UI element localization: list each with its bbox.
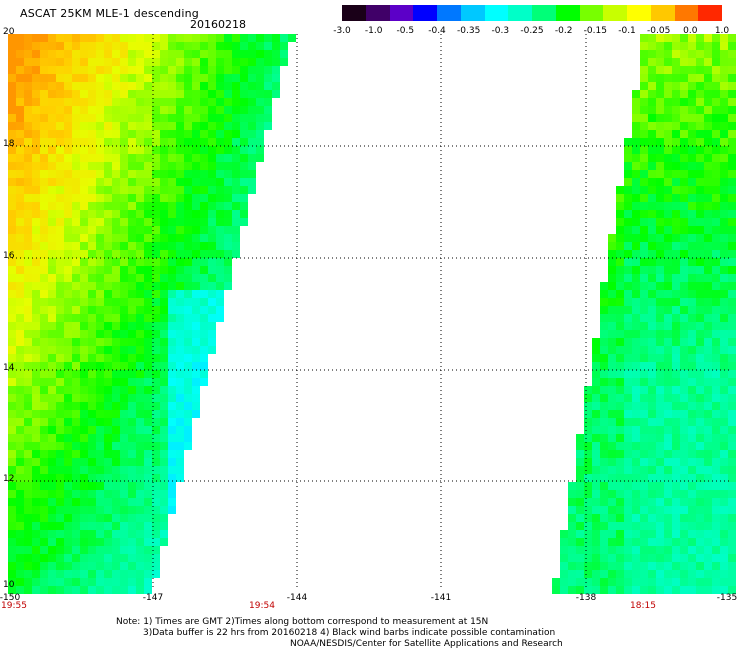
colorbar-segment <box>579 5 604 21</box>
colorbar-segment <box>365 5 390 21</box>
time-label-left: 19:55 <box>1 601 27 611</box>
colorbar <box>342 5 722 21</box>
colorbar-label: -1.0 <box>364 26 383 36</box>
colorbar-label: -3.0 <box>333 26 351 36</box>
y-tick-12: 12 <box>3 474 15 484</box>
colorbar-label: 0.0 <box>683 26 698 36</box>
colorbar-label: -0.15 <box>583 26 607 36</box>
colorbar-segment <box>650 5 675 21</box>
colorbar-segment <box>698 5 722 21</box>
note-line-1: Note: 1) Times are GMT 2)Times along bot… <box>116 617 489 627</box>
colorbar-segment <box>532 5 556 21</box>
colorbar-segment <box>484 5 509 21</box>
note-line-2: 3)Data buffer is 22 hrs from 20160218 4)… <box>143 628 556 638</box>
colorbar-segment <box>508 5 532 21</box>
x-tick-144: -144 <box>286 593 308 603</box>
x-tick-135: -135 <box>716 593 738 603</box>
colorbar-segment <box>603 5 627 21</box>
time-label-right: 18:15 <box>630 601 656 611</box>
time-label-mid: 19:54 <box>249 601 275 611</box>
lat-lon-grid <box>8 34 731 590</box>
y-tick-16: 16 <box>3 251 15 261</box>
colorbar-segment <box>555 5 580 21</box>
colorbar-label: -0.05 <box>647 26 671 36</box>
colorbar-label: 1.0 <box>714 26 730 36</box>
colorbar-label: -0.4 <box>428 26 446 36</box>
colorbar-segment <box>342 5 366 21</box>
map-title: ASCAT 25KM MLE-1 descending <box>20 7 199 20</box>
colorbar-label: -0.5 <box>396 26 415 36</box>
x-tick-147: -147 <box>142 593 164 603</box>
colorbar-label: -0.35 <box>457 26 481 36</box>
x-tick-150: -150 <box>0 593 21 603</box>
y-tick-18: 18 <box>3 139 15 149</box>
colorbar-label: -0.2 <box>554 26 573 36</box>
y-tick-10: 10 <box>3 580 15 590</box>
swath-cells <box>8 34 736 594</box>
x-tick-141: -141 <box>430 593 452 603</box>
colorbar-segment <box>389 5 414 21</box>
colorbar-segment <box>460 5 485 21</box>
colorbar-label: -0.1 <box>618 26 636 36</box>
x-tick-138: -138 <box>575 593 597 603</box>
colorbar-label: -0.3 <box>491 26 510 36</box>
colorbar-segment <box>627 5 651 21</box>
y-tick-20: 20 <box>3 27 15 37</box>
colorbar-segment <box>437 5 461 21</box>
map-date: 20160218 <box>190 18 246 31</box>
colorbar-segment <box>413 5 437 21</box>
y-tick-14: 14 <box>3 363 15 373</box>
note-line-3: NOAA/NESDIS/Center for Satellite Applica… <box>290 639 563 649</box>
colorbar-label: -0.25 <box>520 26 544 36</box>
colorbar-segment <box>674 5 699 21</box>
